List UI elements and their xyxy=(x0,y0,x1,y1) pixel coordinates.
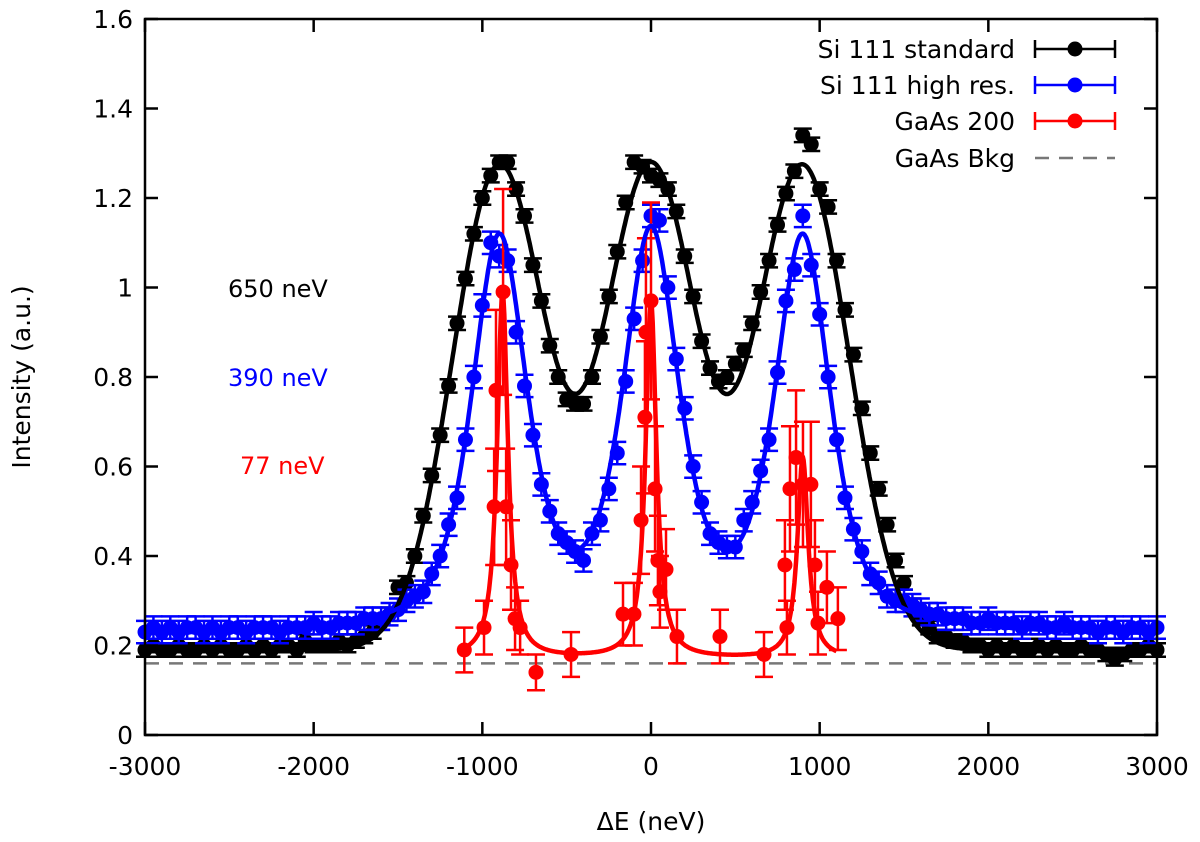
y-tick-label: 1.6 xyxy=(93,5,133,34)
data-point xyxy=(777,557,793,573)
plot-layer xyxy=(136,127,1166,692)
data-point xyxy=(879,517,895,533)
data-point xyxy=(488,382,504,398)
data-point xyxy=(782,481,798,497)
axis-ticks: -3000 -2000 -1000 0 1000 2000 3000 0 0.2 0.4 0.6 0.… xyxy=(93,5,1189,781)
legend-label-gaas-bkg: GaAs Bkg xyxy=(895,144,1015,173)
data-point xyxy=(795,208,811,224)
data-point xyxy=(651,212,667,228)
fit-curve-si111-standard xyxy=(143,159,1159,653)
legend-label-si111-standard: Si 111 standard xyxy=(818,35,1015,64)
data-point xyxy=(896,575,912,591)
data-point xyxy=(819,579,835,595)
legend-sample-marker xyxy=(1067,77,1083,93)
data-point xyxy=(576,396,592,412)
x-tick-label: 3000 xyxy=(1125,752,1189,781)
y-tick-label: 0.4 xyxy=(93,542,133,571)
data-point xyxy=(830,611,846,627)
legend: Si 111 standard Si 111 high res. GaAs 20… xyxy=(818,35,1117,173)
y-tick-label: 0.6 xyxy=(93,453,133,482)
data-point xyxy=(615,606,631,622)
data-point xyxy=(871,481,887,497)
x-tick-label: 0 xyxy=(643,752,659,781)
x-tick-label: -3000 xyxy=(109,752,182,781)
annotation-390-nev: 390 neV xyxy=(228,364,328,392)
legend-label-gaas200: GaAs 200 xyxy=(895,107,1015,136)
legend-label-si111-high-res: Si 111 high res. xyxy=(820,71,1015,100)
x-tick-label: -2000 xyxy=(277,752,350,781)
data-point xyxy=(576,552,592,568)
y-tick-label: 0.8 xyxy=(93,363,133,392)
data-point xyxy=(803,136,819,152)
data-point xyxy=(528,664,544,680)
y-tick-label: 1.4 xyxy=(93,95,133,124)
fit-curve-gaas200 xyxy=(464,288,838,657)
y-axis-label: Intensity (a.u.) xyxy=(7,285,36,468)
x-axis-label: ΔE (neV) xyxy=(597,807,706,836)
x-tick-label: 2000 xyxy=(957,752,1021,781)
data-point xyxy=(712,629,728,645)
y-tick-label: 0 xyxy=(117,721,133,750)
legend-sample-marker xyxy=(1067,113,1083,129)
data-point xyxy=(888,552,904,568)
fit-curve-si111-high-res xyxy=(143,223,1159,636)
data-point xyxy=(727,356,743,372)
x-tick-label: -1000 xyxy=(446,752,519,781)
legend-sample-marker xyxy=(1067,41,1083,57)
annotation-77-nev: 77 neV xyxy=(240,452,325,480)
data-point xyxy=(719,369,735,385)
y-tick-label: 0.2 xyxy=(93,632,133,661)
y-tick-label: 1.2 xyxy=(93,184,133,213)
y-tick-label: 1 xyxy=(117,274,133,303)
annotation-650-nev: 650 neV xyxy=(228,275,328,303)
x-tick-label: 1000 xyxy=(788,752,852,781)
